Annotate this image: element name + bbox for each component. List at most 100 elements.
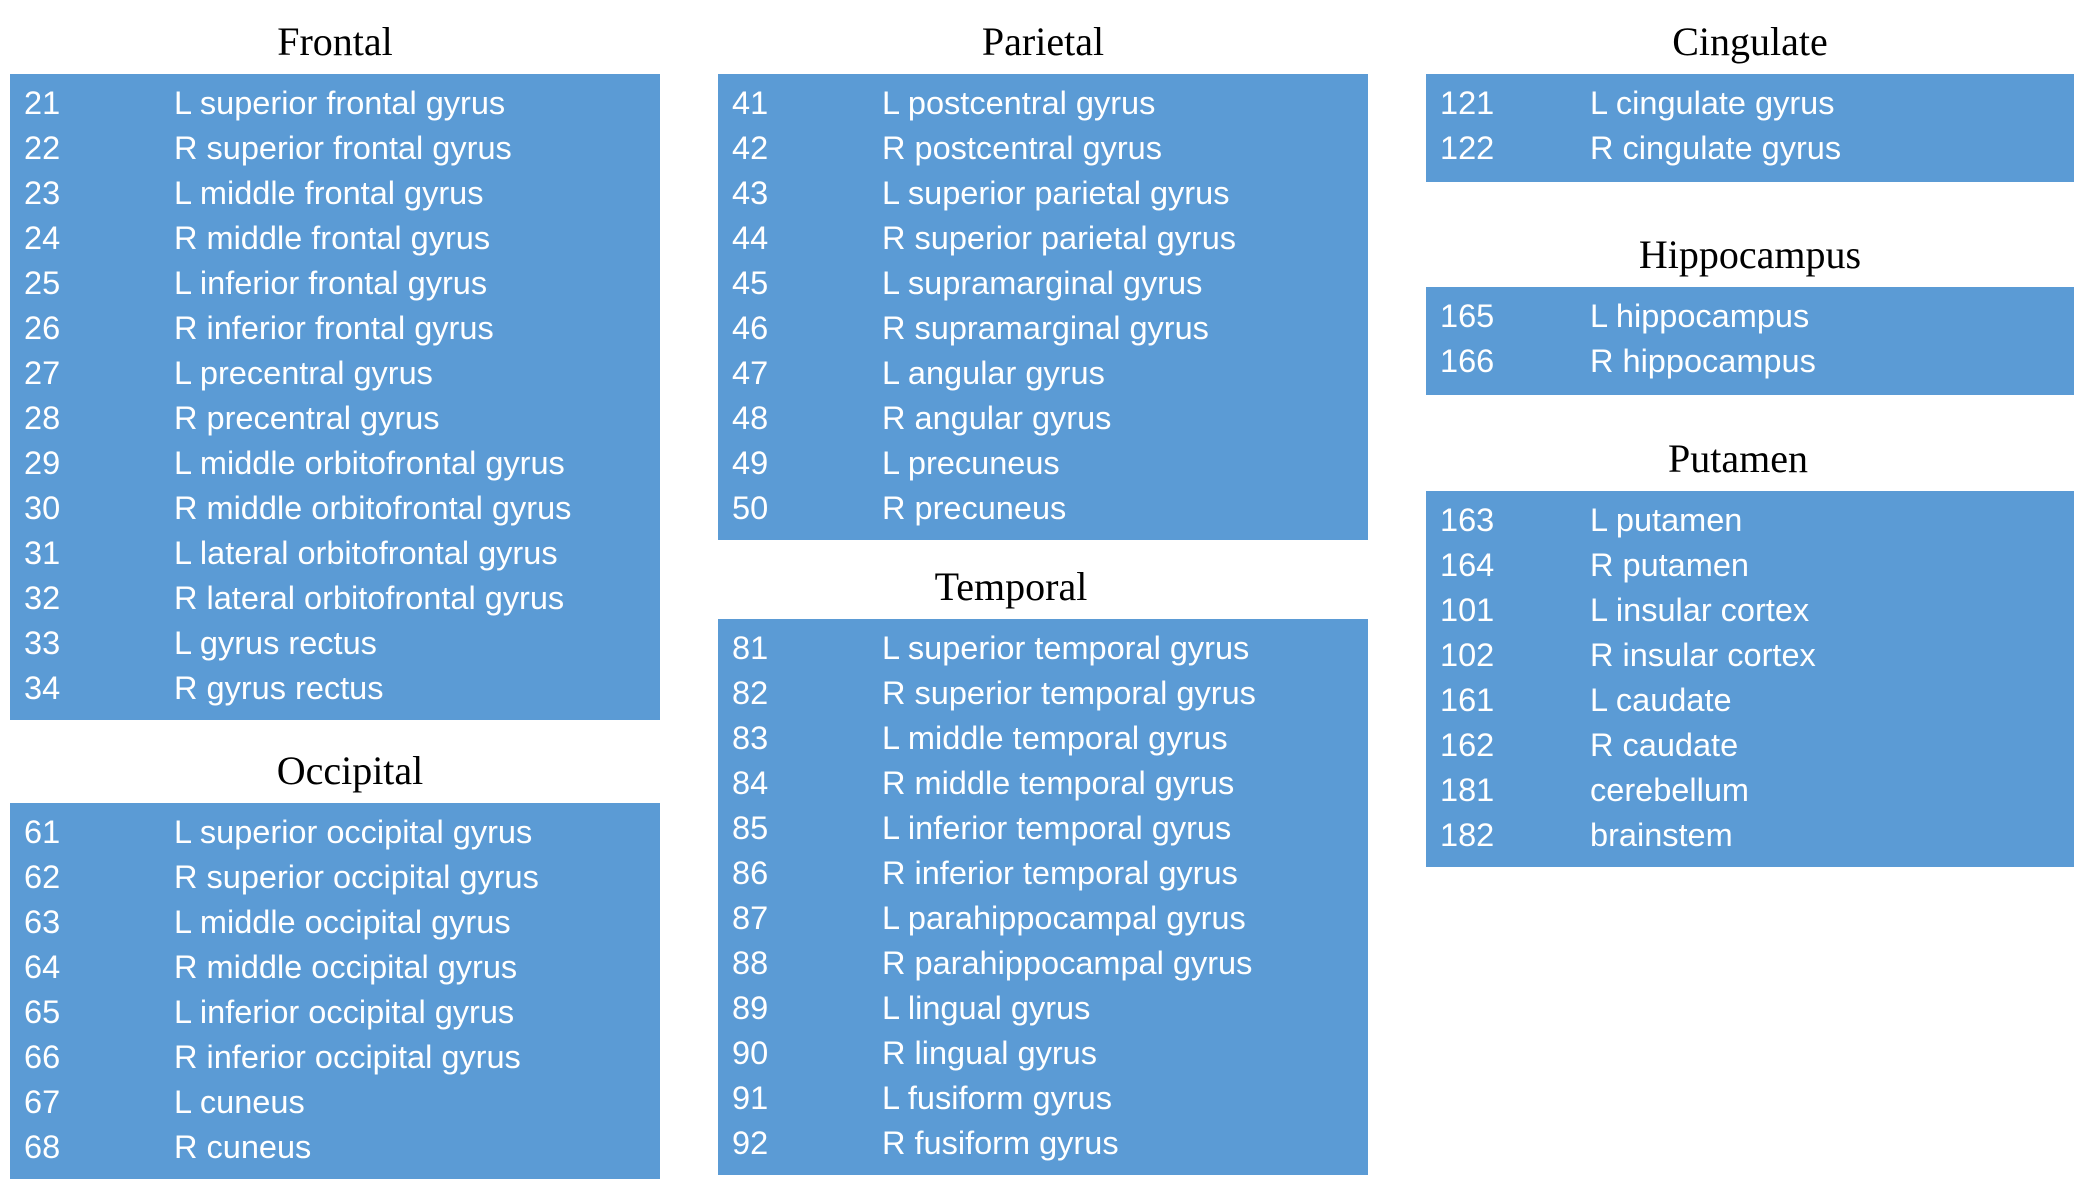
table-row: 84 R middle temporal gyrus xyxy=(718,761,1368,806)
region-code: 48 xyxy=(732,400,769,436)
region-name: L gyrus rectus xyxy=(174,625,377,661)
region-name: R superior parietal gyrus xyxy=(882,220,1237,256)
region-code: 43 xyxy=(732,175,769,211)
table-row: 43 L superior parietal gyrus xyxy=(718,171,1368,216)
region-code: 47 xyxy=(732,355,769,391)
region-code: 89 xyxy=(732,990,769,1026)
table-row: 181 cerebellum xyxy=(1426,768,2074,813)
region-name: R putamen xyxy=(1590,547,1749,583)
table-row: 29 L middle orbitofrontal gyrus xyxy=(10,441,660,486)
region-code: 163 xyxy=(1440,502,1495,538)
region-code: 29 xyxy=(24,445,61,481)
region-code: 46 xyxy=(732,310,769,346)
region-name: R middle occipital gyrus xyxy=(174,949,518,985)
region-code: 32 xyxy=(24,580,61,616)
region-code: 122 xyxy=(1440,130,1495,166)
table-row: 47 L angular gyrus xyxy=(718,351,1368,396)
region-code: 25 xyxy=(24,265,61,301)
region-code: 23 xyxy=(24,175,61,211)
table-row: 101 L insular cortex xyxy=(1426,588,2074,633)
region-name: R cingulate gyrus xyxy=(1590,130,1842,166)
group-parietal: Parietal 41 L postcentral gyrus 42 R postce… xyxy=(718,0,1368,540)
group-putamen: Putamen 163 L putamen 164 R putamen 101 L ins… xyxy=(1426,417,2074,867)
table-row: 42 R postcentral gyrus xyxy=(718,126,1368,171)
group-title: Hippocampus xyxy=(1638,232,1862,277)
region-code: 102 xyxy=(1440,637,1495,673)
region-name: R middle frontal gyrus xyxy=(174,220,491,256)
region-code: 121 xyxy=(1440,85,1495,121)
region-name: R parahippocampal gyrus xyxy=(882,945,1253,981)
table-row: 61 L superior occipital gyrus xyxy=(10,810,660,855)
region-name: R lateral orbitofrontal gyrus xyxy=(174,580,565,616)
region-code: 33 xyxy=(24,625,61,661)
table-row: 62 R superior occipital gyrus xyxy=(10,855,660,900)
region-name: L lateral orbitofrontal gyrus xyxy=(174,535,558,571)
table-row: 81 L superior temporal gyrus xyxy=(718,626,1368,671)
region-name: L inferior occipital gyrus xyxy=(174,994,515,1030)
table-row: 48 R angular gyrus xyxy=(718,396,1368,441)
table-row: 65 L inferior occipital gyrus xyxy=(10,990,660,1035)
region-name: L superior occipital gyrus xyxy=(174,814,533,850)
table-row: 166 R hippocampus xyxy=(1426,339,2074,384)
region-code: 166 xyxy=(1440,343,1495,379)
region-name: L superior parietal gyrus xyxy=(882,175,1230,211)
table-row: 26 R inferior frontal gyrus xyxy=(10,306,660,351)
table-row: 87 L parahippocampal gyrus xyxy=(718,896,1368,941)
region-code: 165 xyxy=(1440,298,1495,334)
region-code: 50 xyxy=(732,490,769,526)
table-row: 45 L supramarginal gyrus xyxy=(718,261,1368,306)
region-code: 49 xyxy=(732,445,769,481)
group-cingulate: Cingulate 121 L cingulate gyrus 122 R cingu… xyxy=(1426,0,2074,182)
group-frontal: Frontal 21 L superior frontal gyrus 22 R su… xyxy=(10,0,660,720)
region-name: L middle frontal gyrus xyxy=(174,175,484,211)
region-code: 88 xyxy=(732,945,769,981)
region-code: 65 xyxy=(24,994,61,1030)
region-code: 86 xyxy=(732,855,769,891)
region-code: 27 xyxy=(24,355,61,391)
region-code: 67 xyxy=(24,1084,61,1120)
region-name: R superior occipital gyrus xyxy=(174,859,539,895)
region-name: R inferior frontal gyrus xyxy=(174,310,494,346)
table-row: 32 R lateral orbitofrontal gyrus xyxy=(10,576,660,621)
region-name: L inferior frontal gyrus xyxy=(174,265,488,301)
group-title: Cingulate xyxy=(1672,19,1828,64)
group-title: Temporal xyxy=(934,564,1088,609)
table-row: 161 L caudate xyxy=(1426,678,2074,723)
region-code: 87 xyxy=(732,900,769,936)
region-name: R postcentral gyrus xyxy=(882,130,1162,166)
region-code: 85 xyxy=(732,810,769,846)
region-name: R superior temporal gyrus xyxy=(882,675,1256,711)
table-row: 46 R supramarginal gyrus xyxy=(718,306,1368,351)
group-title: Occipital xyxy=(276,748,424,793)
region-code: 66 xyxy=(24,1039,61,1075)
region-code: 164 xyxy=(1440,547,1495,583)
table-row: 23 L middle frontal gyrus xyxy=(10,171,660,216)
table-row: 63 L middle occipital gyrus xyxy=(10,900,660,945)
region-name: R superior frontal gyrus xyxy=(174,130,512,166)
table-row: 102 R insular cortex xyxy=(1426,633,2074,678)
region-code: 30 xyxy=(24,490,61,526)
region-name: L superior temporal gyrus xyxy=(882,630,1250,666)
table-row: 85 L inferior temporal gyrus xyxy=(718,806,1368,851)
region-code: 90 xyxy=(732,1035,769,1071)
region-table: 21 L superior frontal gyrus 22 R superior f… xyxy=(10,74,660,720)
region-name: L putamen xyxy=(1590,502,1743,538)
region-code: 63 xyxy=(24,904,61,940)
region-name: R caudate xyxy=(1590,727,1739,763)
region-code: 84 xyxy=(732,765,769,801)
table-row: 24 R middle frontal gyrus xyxy=(10,216,660,261)
region-code: 44 xyxy=(732,220,769,256)
table-row: 91 L fusiform gyrus xyxy=(718,1076,1368,1121)
table-row: 22 R superior frontal gyrus xyxy=(10,126,660,171)
region-name: L caudate xyxy=(1590,682,1732,718)
region-name: R hippocampus xyxy=(1590,343,1816,379)
region-name: R supramarginal gyrus xyxy=(882,310,1209,346)
region-name: brainstem xyxy=(1590,817,1733,853)
table-row: 31 L lateral orbitofrontal gyrus xyxy=(10,531,660,576)
region-code: 24 xyxy=(24,220,61,256)
region-name: L middle orbitofrontal gyrus xyxy=(174,445,565,481)
table-row: 25 L inferior frontal gyrus xyxy=(10,261,660,306)
region-name: R lingual gyrus xyxy=(882,1035,1097,1071)
table-row: 64 R middle occipital gyrus xyxy=(10,945,660,990)
region-name: R inferior temporal gyrus xyxy=(882,855,1238,891)
